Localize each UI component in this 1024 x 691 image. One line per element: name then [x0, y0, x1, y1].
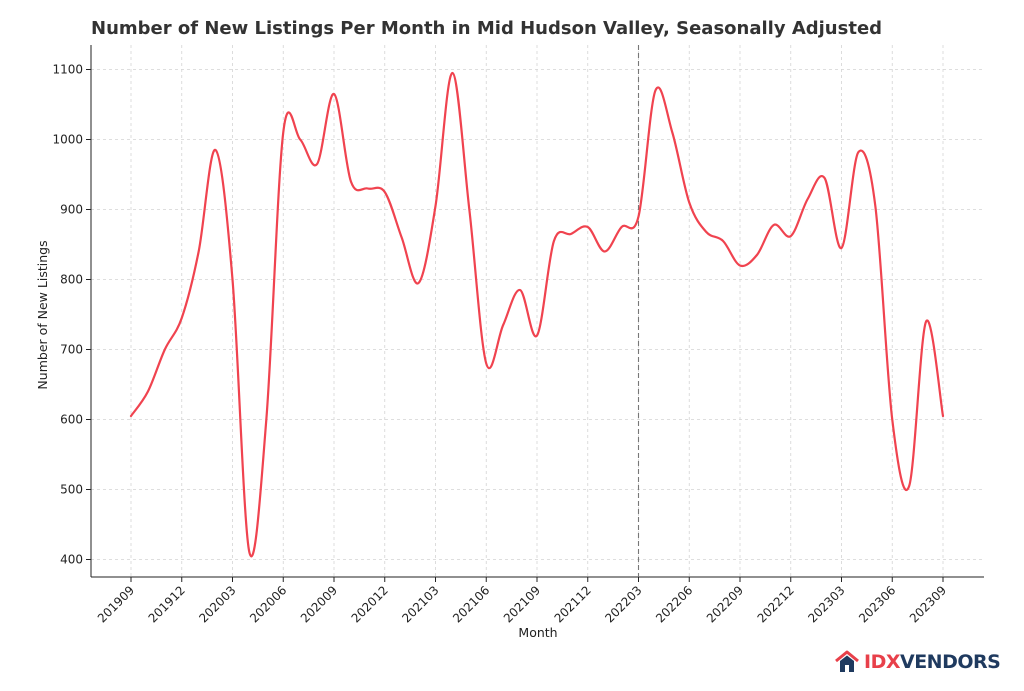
x-tick-label: 202112	[552, 583, 594, 625]
y-ticks: 400 500 600 700 800 900 1000 1100	[52, 63, 91, 567]
grid	[91, 45, 984, 577]
y-tick-label: 400	[60, 553, 83, 567]
axes	[90, 45, 984, 578]
x-tick-label: 202103	[399, 583, 441, 625]
x-tick-label: 202106	[450, 583, 492, 625]
x-axis-label: Month	[518, 625, 557, 640]
x-tick-label: 202309	[907, 583, 949, 625]
chart-title: Number of New Listings Per Month in Mid …	[91, 18, 883, 39]
idx-vendors-logo: IDXVENDORS	[834, 647, 1001, 677]
series-line	[129, 71, 945, 558]
y-axis-label: Number of New Listings	[35, 240, 50, 389]
y-tick-label: 700	[60, 343, 83, 357]
x-tick-label: 202306	[856, 583, 898, 625]
series	[129, 71, 945, 558]
x-tick-label: 202206	[653, 583, 695, 625]
house-icon	[835, 650, 859, 672]
y-tick-label: 1100	[52, 63, 83, 77]
x-tick-label: 202303	[805, 583, 847, 625]
y-tick-label: 900	[60, 203, 83, 217]
x-tick-label: 202009	[298, 583, 340, 625]
y-tick-label: 800	[60, 273, 83, 287]
x-ticks: 201909 201912 202003 202006 202009 202012 2021…	[95, 577, 949, 626]
x-tick-label: 202203	[602, 583, 644, 625]
x-tick-label: 202109	[501, 583, 543, 625]
x-tick-label: 202012	[349, 583, 391, 625]
y-tick-label: 1000	[52, 133, 83, 147]
x-tick-label: 202209	[704, 583, 746, 625]
logo-idx-text: IDX	[864, 651, 901, 673]
y-tick-label: 600	[60, 413, 83, 427]
x-tick-label: 202003	[196, 583, 238, 625]
x-tick-label: 202212	[755, 583, 797, 625]
x-tick-label: 202006	[247, 583, 289, 625]
y-tick-label: 500	[60, 483, 83, 497]
x-tick-label: 201912	[146, 583, 188, 625]
x-tick-label: 201909	[95, 583, 137, 625]
logo-vendors-text: VENDORS	[900, 651, 1001, 673]
